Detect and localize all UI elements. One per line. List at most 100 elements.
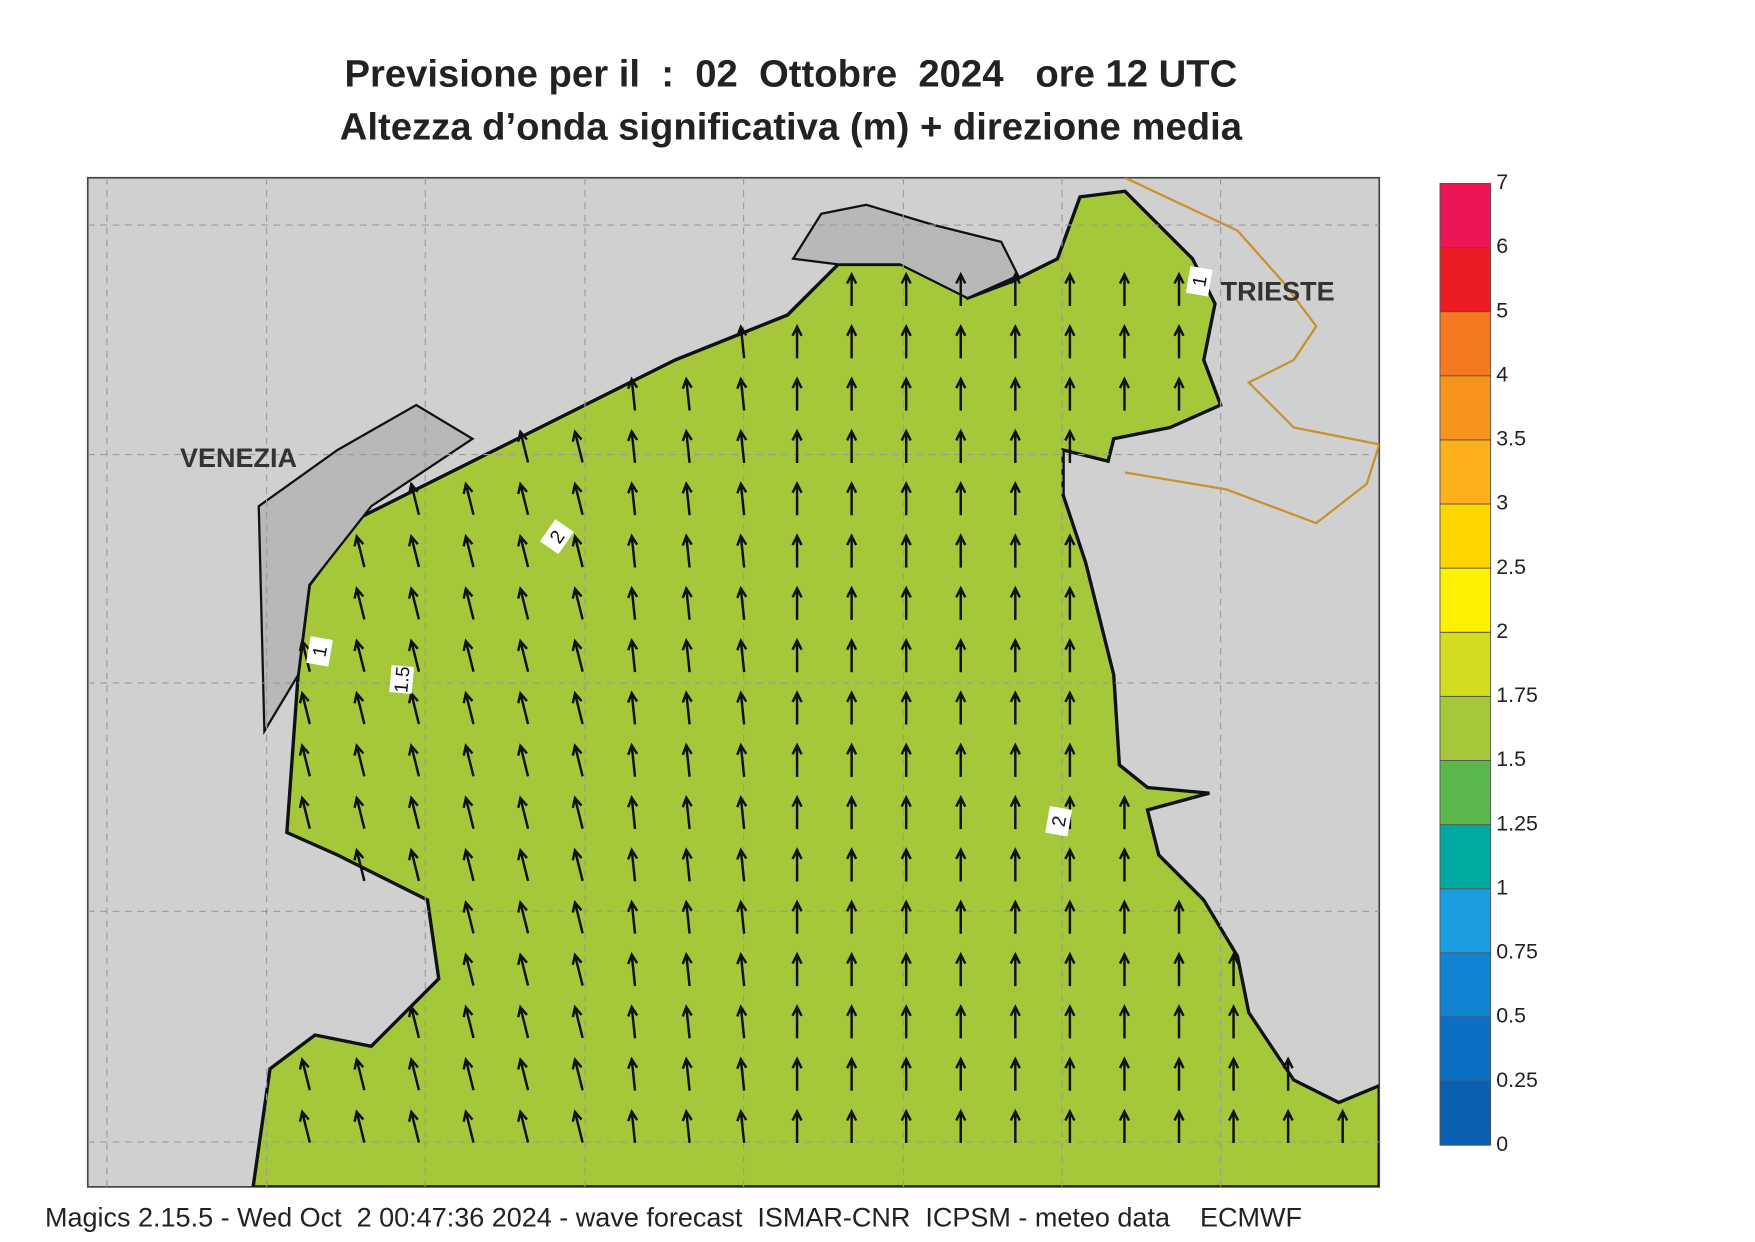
- direction-arrow: [517, 795, 530, 829]
- direction-arrow: [736, 481, 748, 516]
- direction-arrow: [1009, 1056, 1021, 1091]
- colorbar-segment: [1439, 760, 1492, 826]
- contour-label-text: 1.5: [391, 665, 414, 693]
- direction-arrow: [407, 481, 421, 516]
- direction-arrow: [298, 1056, 312, 1091]
- contour-label-text: 2: [1049, 814, 1072, 828]
- direction-arrow: [1064, 1056, 1076, 1091]
- direction-arrow: [791, 428, 803, 463]
- direction-arrow: [1227, 1004, 1240, 1039]
- contour-label: 2: [539, 519, 574, 555]
- direction-arrow: [298, 638, 312, 673]
- direction-arrow: [1173, 1004, 1185, 1039]
- direction-arrow: [681, 585, 693, 620]
- direction-arrow: [955, 376, 967, 411]
- direction-arrow: [1227, 1056, 1240, 1091]
- direction-arrow: [1009, 428, 1021, 463]
- direction-arrow: [736, 794, 748, 830]
- direction-arrow: [900, 376, 912, 411]
- direction-arrow: [462, 1109, 475, 1143]
- direction-arrow: [353, 1056, 366, 1091]
- direction-arrow: [900, 1108, 912, 1143]
- direction-arrow: [627, 533, 639, 568]
- direction-arrow: [1064, 690, 1076, 725]
- direction-arrow: [571, 586, 584, 620]
- direction-arrow: [736, 585, 748, 620]
- direction-arrow: [846, 1056, 858, 1091]
- direction-arrow: [407, 1004, 421, 1039]
- direction-arrow: [736, 1004, 748, 1039]
- direction-arrow: [681, 481, 693, 516]
- direction-arrow: [517, 743, 530, 777]
- direction-arrow: [353, 690, 366, 725]
- colorbar-tick-label: 0: [1496, 1132, 1508, 1156]
- direction-arrow: [736, 899, 748, 934]
- direction-arrow: [462, 795, 475, 829]
- direction-arrow: [846, 271, 858, 306]
- direction-arrow: [462, 481, 475, 516]
- direction-arrow: [1009, 271, 1021, 306]
- direction-arrow: [462, 690, 475, 725]
- direction-arrow: [462, 533, 475, 568]
- colorbar-segment: [1439, 439, 1492, 505]
- direction-arrow: [1118, 847, 1131, 882]
- direction-arrow: [791, 376, 803, 411]
- direction-arrow: [517, 900, 530, 934]
- direction-arrow: [571, 481, 584, 516]
- direction-arrow: [627, 428, 639, 463]
- direction-arrow: [846, 899, 858, 934]
- contour-label: 1: [306, 636, 333, 667]
- direction-arrow: [681, 638, 693, 673]
- direction-arrow: [627, 1056, 639, 1091]
- direction-arrow: [791, 951, 803, 987]
- direction-arrow: [846, 1004, 858, 1039]
- direction-arrow: [846, 324, 858, 359]
- direction-arrow: [736, 428, 748, 463]
- colorbar-segment: [1439, 375, 1492, 441]
- direction-arrow: [571, 952, 584, 986]
- direction-arrow: [791, 794, 803, 830]
- direction-arrow: [1064, 899, 1076, 934]
- direction-arrow: [791, 533, 803, 568]
- direction-arrow: [627, 899, 639, 934]
- direction-arrow: [955, 1004, 967, 1039]
- direction-arrow: [1009, 951, 1021, 987]
- direction-arrow: [1064, 428, 1076, 463]
- direction-arrow: [1064, 533, 1076, 568]
- direction-arrow: [681, 847, 693, 882]
- direction-arrow: [900, 794, 912, 830]
- colorbar-segment: [1439, 952, 1492, 1018]
- direction-arrow: [1009, 1004, 1021, 1039]
- direction-arrow: [1009, 1108, 1021, 1143]
- direction-arrow: [1227, 951, 1240, 987]
- colorbar-tick-label: 7: [1496, 170, 1508, 194]
- direction-arrow: [571, 1056, 584, 1091]
- direction-arrow: [1282, 1056, 1294, 1091]
- colorbar-tick-label: 1: [1496, 875, 1508, 899]
- direction-arrow: [517, 1109, 530, 1143]
- footer: Magics 2.15.5 - Wed Oct 2 00:47:36 2024 …: [45, 1202, 1302, 1232]
- direction-arrow: [955, 585, 967, 620]
- direction-arrows: [298, 271, 1349, 1144]
- direction-arrow: [517, 533, 530, 568]
- direction-arrow: [791, 742, 803, 777]
- direction-arrow: [571, 900, 584, 934]
- colorbar-segment: [1439, 503, 1492, 569]
- direction-arrow: [627, 376, 639, 411]
- direction-arrow: [1227, 1108, 1240, 1143]
- direction-arrow: [791, 324, 803, 359]
- direction-arrow: [1064, 742, 1076, 777]
- colorbar-tick-label: 0.5: [1496, 1004, 1526, 1028]
- direction-arrow: [298, 1109, 312, 1143]
- direction-arrow: [1118, 951, 1131, 987]
- direction-arrow: [791, 690, 803, 725]
- direction-arrow: [407, 638, 421, 673]
- direction-arrow: [407, 743, 421, 777]
- direction-arrow: [900, 585, 912, 620]
- direction-arrow: [791, 1004, 803, 1039]
- direction-arrow: [1064, 951, 1076, 987]
- direction-arrow: [1118, 376, 1131, 411]
- colorbar-segment: [1439, 631, 1492, 697]
- colorbar-segment: [1439, 695, 1492, 761]
